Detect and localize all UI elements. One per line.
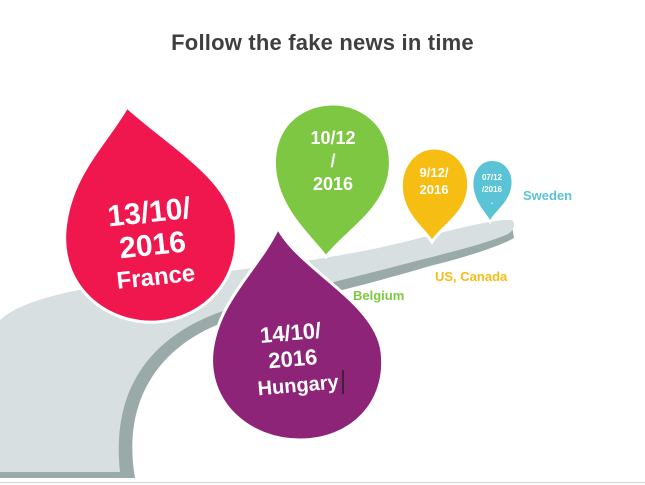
- pin-sweden: 07/12 /2016 .: [471, 158, 514, 225]
- pin-us-shape: [399, 146, 471, 245]
- hungary-line-2: 2016: [267, 344, 318, 373]
- bottom-border: [0, 482, 645, 483]
- france-line-2: 2016: [118, 226, 188, 266]
- drop-france-shape: [63, 104, 238, 324]
- hungary-line-1: 14/10/: [259, 318, 322, 348]
- drop-hungary-shape: [210, 224, 385, 442]
- drop-hungary: 14/10/ 2016 Hungary: [210, 224, 385, 442]
- pin-sweden-shape: [471, 158, 514, 225]
- sweden-line-1: 07/12: [482, 173, 503, 182]
- belgium-line-2: /: [330, 151, 335, 171]
- sweden-label: Sweden: [523, 188, 572, 203]
- sweden-line-3: .: [491, 197, 493, 206]
- drop-france: 13/10/ 2016 France: [63, 104, 238, 324]
- pin-us-canada: 9/12/ 2016: [399, 146, 471, 245]
- us-line-2: 2016: [420, 182, 449, 197]
- us-canada-label: US, Canada: [435, 269, 508, 284]
- pin-belgium-shape: [272, 102, 392, 260]
- pin-belgium: 10/12 / 2016: [272, 102, 392, 260]
- belgium-line-3: 2016: [313, 174, 353, 194]
- road-shadow: [0, 226, 514, 478]
- belgium-line-1: 10/12: [310, 128, 355, 148]
- belgium-label: Belgium: [353, 288, 404, 303]
- us-line-1: 9/12/: [420, 165, 449, 180]
- page-title: Follow the fake news in time: [171, 30, 474, 55]
- sweden-line-2: /2016: [482, 185, 503, 194]
